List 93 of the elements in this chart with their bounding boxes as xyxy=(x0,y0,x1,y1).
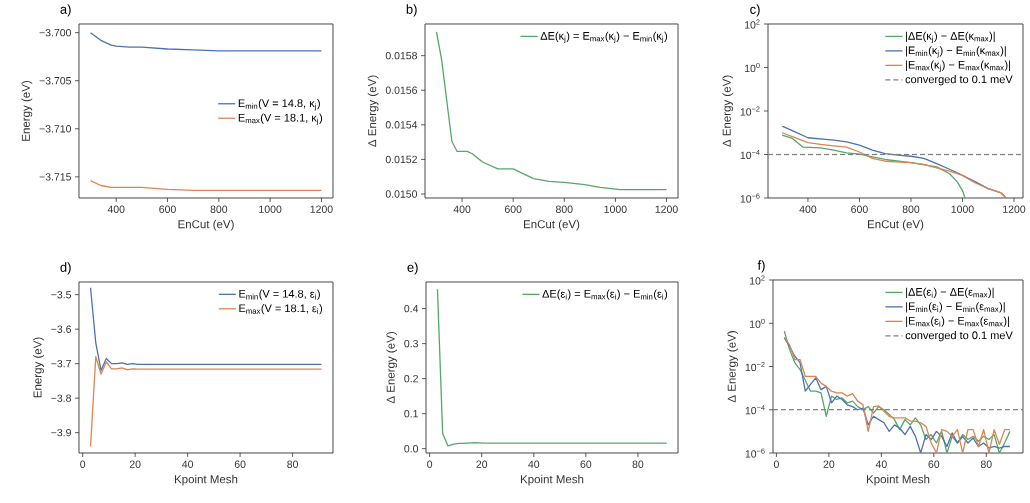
y-tick-label: −3.9 xyxy=(51,428,71,437)
x-tick-label: 20 xyxy=(476,460,488,468)
x-tick-label: 400 xyxy=(107,205,125,213)
x-tick-label: 0 xyxy=(773,460,779,468)
y-axis-title: Energy (eV) xyxy=(33,337,44,398)
y-tick-label: 0.0156 xyxy=(385,86,418,94)
x-axis-title: Kpoint Mesh xyxy=(866,474,930,486)
legend-label: E$_{min}$(V = 14.8, κ$_{j}$) xyxy=(238,99,320,111)
y-tick-label: 10$^{0}$ xyxy=(750,318,765,328)
y-tick-label: −3.700 xyxy=(39,28,72,37)
y-tick-label: 0.0 xyxy=(404,444,419,453)
y-tick-label: 0.3 xyxy=(404,339,419,348)
y-axis-title: Energy (eV) xyxy=(21,81,33,141)
y-axis-title: Δ Energy (eV) xyxy=(722,75,734,147)
x-tick-label: 40 xyxy=(875,460,887,468)
y-tick-label: −3.6 xyxy=(51,325,72,333)
legend-label: converged to 0.1 meV xyxy=(905,331,1013,342)
y-tick-label: −3.710 xyxy=(39,125,72,133)
y-tick-label: 10$^{2}$ xyxy=(745,19,760,29)
y-tick-label: 0.4 xyxy=(404,304,419,313)
text: ΔE(ε$_{i}$) = E$_{max}$(ε$_{i}$) − E$_{min}$(ε$_{i}$) xyxy=(542,289,668,300)
y-tick-label: −3.7 xyxy=(51,359,71,368)
legend-label: E$_{min}$(V = 14.8, ε$_{i}$) xyxy=(239,289,320,300)
x-tick-label: 80 xyxy=(632,460,644,468)
chart-title: c) xyxy=(750,4,760,17)
x-axis-title: EnCut (eV) xyxy=(524,219,580,231)
y-tick-label: 10$^{−2}$ xyxy=(740,106,760,116)
x-tick-label: 80 xyxy=(287,460,299,468)
x-tick-label: 800 xyxy=(555,205,573,213)
line-series xyxy=(435,31,668,191)
x-tick-label: 400 xyxy=(453,205,471,213)
x-tick-label: 1000 xyxy=(951,205,974,213)
x-tick-label: 60 xyxy=(234,460,246,468)
x-axis-title: Kpoint Mesh xyxy=(520,474,584,486)
x-tick-label: 20 xyxy=(823,460,835,468)
chart-title: e) xyxy=(407,262,418,275)
text: |E$_{max}$(κ$_{j}$) − E$_{max}$(κ$_{max}$)| xyxy=(906,60,1011,72)
text: |E$_{min}$(κ$_{j}$) − E$_{min}$(κ$_{max}$)| xyxy=(906,46,1006,58)
x-tick-label: 20 xyxy=(129,460,141,468)
y-tick-label: −3.705 xyxy=(39,77,72,85)
x-tick-label: 1200 xyxy=(655,205,678,213)
y-tick-label: 0.0158 xyxy=(385,51,418,60)
line-series xyxy=(781,134,966,198)
x-tick-label: 1200 xyxy=(310,205,333,213)
y-tick-label: 10$^{−4}$ xyxy=(740,149,760,160)
legend-label: E$_{max}$(V = 18.1, ε$_{i}$) xyxy=(239,304,323,315)
x-tick-label: 800 xyxy=(902,205,920,213)
y-axis-title: Δ Energy (eV) xyxy=(727,331,739,403)
y-tick-label: 0.0152 xyxy=(385,155,417,164)
y-tick-label: 10$^{0}$ xyxy=(745,62,760,73)
y-tick-label: 10$^{2}$ xyxy=(750,275,765,285)
legend-label: |ΔE(ε$_{i}$) − ΔE(ε$_{max}$)| xyxy=(906,287,994,298)
x-tick-label: 1000 xyxy=(259,205,282,213)
legend-label: converged to 0.1 meV xyxy=(905,75,1013,86)
x-tick-label: 600 xyxy=(504,205,522,213)
y-tick-label: −3.5 xyxy=(51,290,72,299)
x-tick-label: 40 xyxy=(182,460,194,468)
x-tick-label: 0 xyxy=(427,460,433,468)
chart-title: b) xyxy=(406,4,417,17)
x-tick-label: 80 xyxy=(980,460,992,468)
y-tick-label: 10$^{−2}$ xyxy=(745,361,765,372)
y-tick-label: 0.2 xyxy=(404,374,418,383)
y-tick-label: 0.0154 xyxy=(385,121,418,129)
y-tick-label: 0.0150 xyxy=(385,190,418,198)
x-tick-label: 600 xyxy=(159,205,176,213)
text: |E$_{max}$(ε$_{i}$) − E$_{max}$(ε$_{max}$)| xyxy=(906,316,1009,327)
y-axis-title: Δ Energy (eV) xyxy=(386,332,398,404)
x-tick-label: 0 xyxy=(80,460,86,468)
y-tick-label: 10$^{−6}$ xyxy=(740,193,760,203)
x-axis-title: EnCut (eV) xyxy=(868,219,924,231)
x-tick-label: 60 xyxy=(928,460,940,468)
x-tick-label: 1000 xyxy=(604,205,627,213)
y-tick-label: −3.715 xyxy=(39,173,72,181)
text: ΔE(κ$_{j}$) = E$_{max}$(κ$_{j}$) − E$_{min}$(κ$_{j}$) xyxy=(540,31,668,44)
legend-label: E$_{max}$(V = 18.1, κ$_{j}$) xyxy=(238,113,323,125)
y-tick-label: −3.8 xyxy=(51,394,72,402)
y-tick-label: 10$^{−4}$ xyxy=(745,405,765,415)
chart-title: a) xyxy=(60,4,71,17)
x-tick-label: 60 xyxy=(580,460,592,468)
y-tick-label: 10$^{−6}$ xyxy=(745,448,765,458)
x-tick-label: 400 xyxy=(799,205,817,213)
text: |E$_{min}$(ε$_{i}$) − E$_{min}$(ε$_{max}$)| xyxy=(906,302,1005,313)
x-tick-label: 1200 xyxy=(1003,205,1026,213)
x-tick-label: 600 xyxy=(851,205,868,213)
x-tick-label: 40 xyxy=(528,460,540,468)
legend-label: |ΔE(κ$_{j}$) − ΔE(κ$_{max}$)| xyxy=(906,31,995,44)
y-tick-label: 0.1 xyxy=(404,409,418,418)
chart-title: d) xyxy=(60,262,71,275)
x-tick-label: 800 xyxy=(210,205,228,213)
chart-title: f) xyxy=(757,260,765,273)
x-axis-title: Kpoint Mesh xyxy=(174,474,238,486)
y-axis-title: Δ Energy (eV) xyxy=(367,75,379,147)
x-axis-title: EnCut (eV) xyxy=(178,219,234,231)
